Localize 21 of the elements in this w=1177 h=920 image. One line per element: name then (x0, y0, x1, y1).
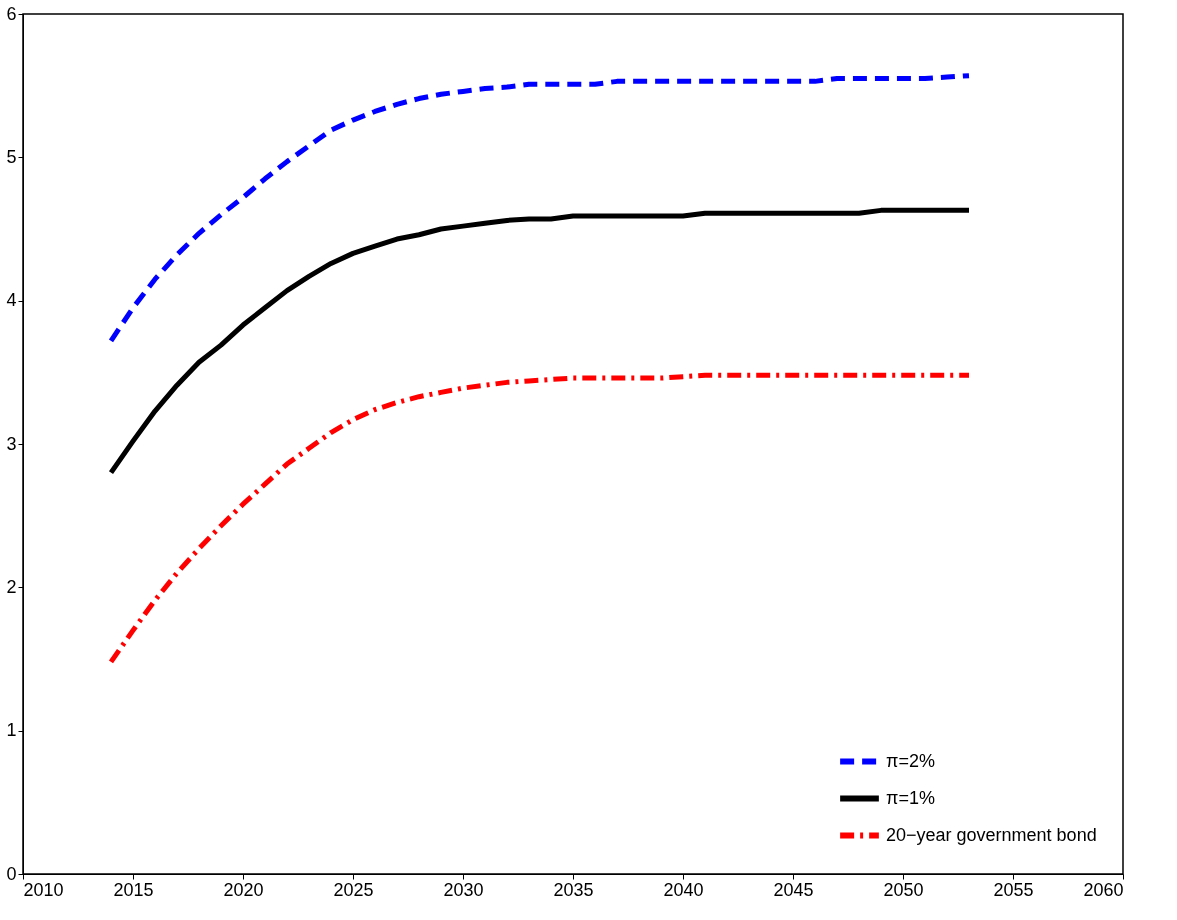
legend-label: π=1% (886, 787, 935, 808)
x-tick-label: 2040 (663, 879, 704, 900)
x-tick-label: 2045 (773, 879, 814, 900)
x-tick-label: 2030 (443, 879, 484, 900)
x-tick-label: 2010 (23, 879, 64, 900)
x-tick-label: 2035 (553, 879, 594, 900)
legend-label: 20−year government bond (886, 824, 1097, 845)
legend-label: π=2% (886, 750, 935, 771)
x-tick-label: 2060 (1083, 879, 1124, 900)
x-tick-label: 2025 (333, 879, 374, 900)
y-tick-label: 1 (6, 720, 17, 741)
y-tick-label: 4 (6, 290, 17, 311)
y-tick-label: 3 (6, 433, 17, 454)
x-tick-label: 2055 (993, 879, 1034, 900)
x-tick-label: 2020 (223, 879, 264, 900)
y-tick-label: 5 (6, 146, 17, 167)
y-tick-label: 6 (6, 3, 17, 24)
y-tick-label: 0 (6, 863, 17, 884)
x-tick-label: 2015 (113, 879, 154, 900)
y-tick-label: 2 (6, 576, 17, 597)
x-tick-label: 2050 (883, 879, 924, 900)
